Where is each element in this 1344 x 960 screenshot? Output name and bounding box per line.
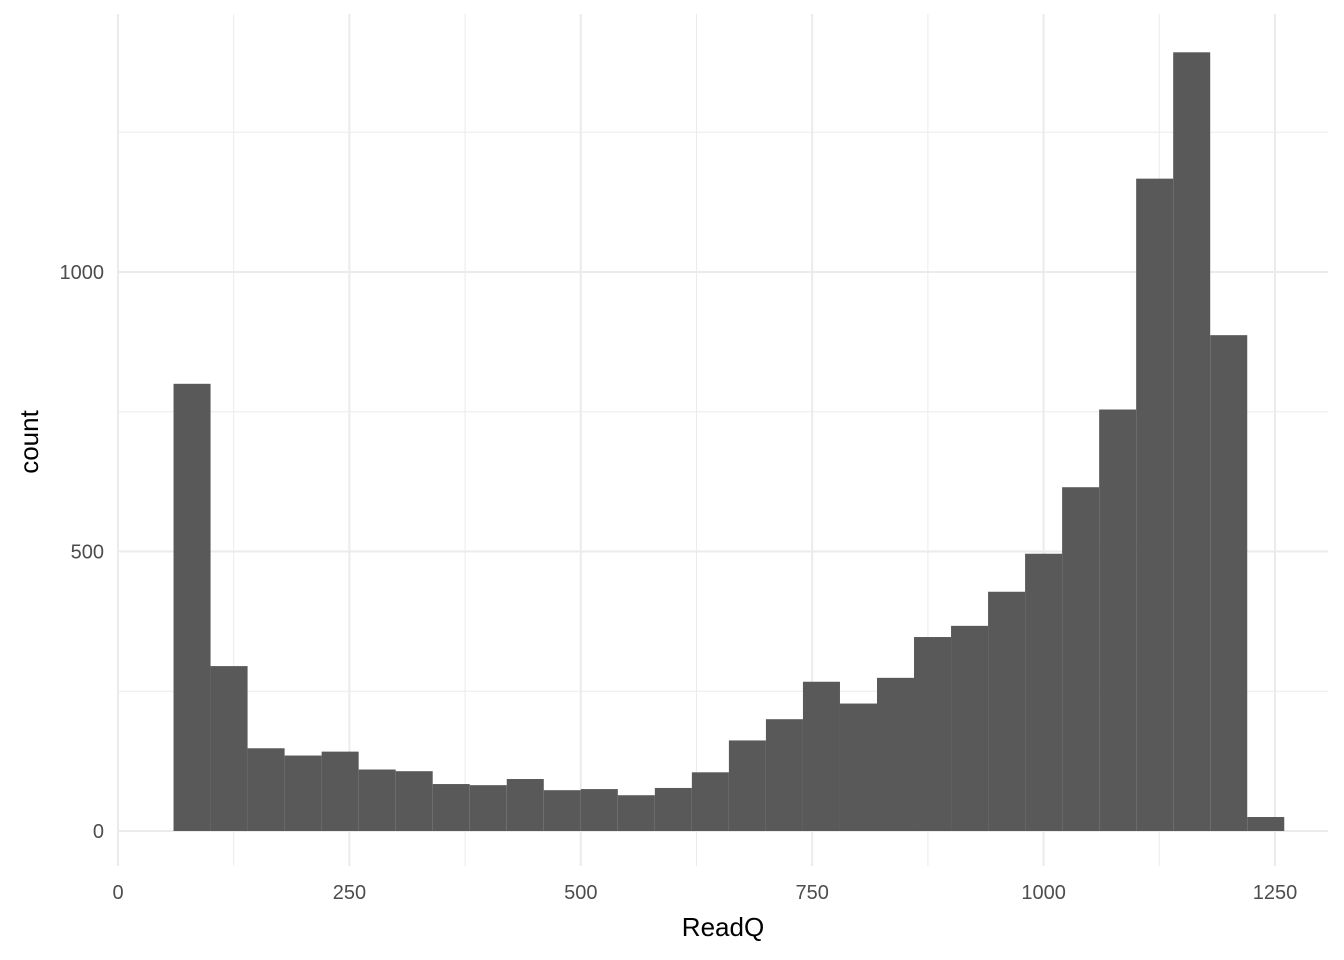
x-tick-label: 1250 xyxy=(1253,882,1298,904)
y-tick-label: 500 xyxy=(71,542,104,564)
histogram-bar xyxy=(284,755,322,831)
histogram-bar xyxy=(1025,553,1063,831)
x-tick-label: 0 xyxy=(112,882,123,904)
histogram-bar xyxy=(321,751,359,831)
histogram-bar xyxy=(543,790,581,831)
x-tick-label: 250 xyxy=(333,882,366,904)
histogram-bar xyxy=(395,771,433,831)
histogram-bar xyxy=(210,666,248,831)
histogram-bar xyxy=(988,591,1026,831)
histogram-bar xyxy=(691,772,729,831)
x-tick-label: 500 xyxy=(564,882,597,904)
histogram-bar xyxy=(247,748,285,831)
histogram-bar xyxy=(839,703,877,831)
histogram-bar xyxy=(951,625,989,831)
histogram-bar xyxy=(432,784,470,831)
histogram-bar xyxy=(1247,817,1285,831)
histogram-bar xyxy=(506,779,544,831)
histogram-bar xyxy=(654,787,692,831)
histogram-bar xyxy=(1136,178,1174,832)
histogram-bar xyxy=(876,677,915,831)
histogram-bar xyxy=(1173,52,1211,832)
histogram-bar xyxy=(173,383,211,831)
histogram-bar xyxy=(802,681,840,831)
x-tick-label: 1000 xyxy=(1021,882,1066,904)
x-axis-title: ReadQ xyxy=(682,912,764,942)
y-tick-label: 0 xyxy=(93,821,104,843)
histogram-bar xyxy=(914,637,952,831)
histogram-bar xyxy=(1062,487,1100,831)
histogram-bar xyxy=(617,795,655,831)
histogram-bar xyxy=(358,769,396,831)
axis-tick-labels: 0 250 500 750 1000 1250 0 500 1000 xyxy=(60,262,1298,904)
histogram-bar xyxy=(469,785,507,831)
histogram-bar xyxy=(765,719,803,831)
histogram-bar xyxy=(580,789,618,831)
histogram-bar xyxy=(728,740,766,831)
histogram-bar xyxy=(1099,409,1137,831)
y-tick-label: 1000 xyxy=(60,262,105,284)
histogram-bar xyxy=(1210,335,1248,831)
y-axis-title: count xyxy=(14,409,44,473)
bars xyxy=(173,52,1285,832)
x-tick-label: 750 xyxy=(796,882,829,904)
